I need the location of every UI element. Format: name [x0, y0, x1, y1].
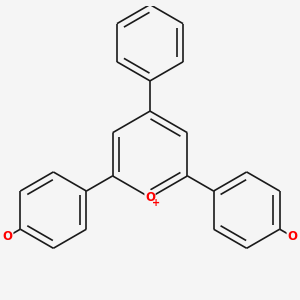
Text: O: O [145, 191, 155, 204]
Text: O: O [3, 230, 13, 243]
Text: +: + [152, 198, 160, 208]
Text: O: O [287, 230, 297, 243]
